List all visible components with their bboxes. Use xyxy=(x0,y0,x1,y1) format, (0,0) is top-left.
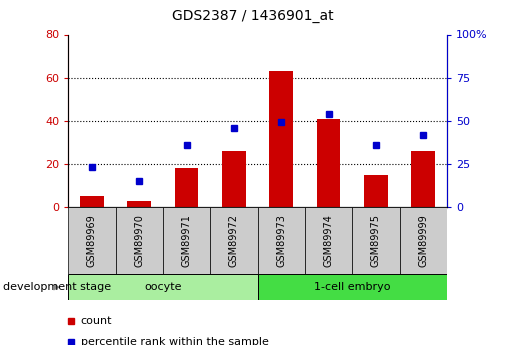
Text: GSM89971: GSM89971 xyxy=(181,214,191,267)
Text: GSM89974: GSM89974 xyxy=(324,214,334,267)
Text: development stage: development stage xyxy=(3,282,111,292)
Text: GSM89975: GSM89975 xyxy=(371,214,381,267)
Text: GSM89970: GSM89970 xyxy=(134,214,144,267)
Bar xyxy=(80,196,104,207)
Text: count: count xyxy=(81,316,112,326)
Bar xyxy=(116,207,163,274)
Text: 1-cell embryo: 1-cell embryo xyxy=(314,282,390,292)
Text: percentile rank within the sample: percentile rank within the sample xyxy=(81,337,269,345)
Bar xyxy=(352,207,399,274)
Bar xyxy=(258,207,305,274)
Bar xyxy=(305,207,352,274)
Text: GSM89972: GSM89972 xyxy=(229,214,239,267)
Bar xyxy=(364,175,388,207)
Text: GSM89973: GSM89973 xyxy=(276,214,286,267)
Bar xyxy=(175,168,198,207)
Bar xyxy=(258,274,447,300)
Bar xyxy=(68,207,116,274)
Bar xyxy=(222,151,246,207)
Bar xyxy=(68,274,258,300)
Bar xyxy=(163,207,210,274)
Text: GSM89969: GSM89969 xyxy=(87,214,97,267)
Text: GDS2387 / 1436901_at: GDS2387 / 1436901_at xyxy=(172,9,333,23)
Bar xyxy=(127,200,151,207)
Bar xyxy=(269,71,293,207)
Bar xyxy=(317,119,340,207)
Text: GSM89999: GSM89999 xyxy=(418,214,428,267)
Text: oocyte: oocyte xyxy=(144,282,182,292)
Bar xyxy=(399,207,447,274)
Bar xyxy=(412,151,435,207)
Bar xyxy=(210,207,258,274)
